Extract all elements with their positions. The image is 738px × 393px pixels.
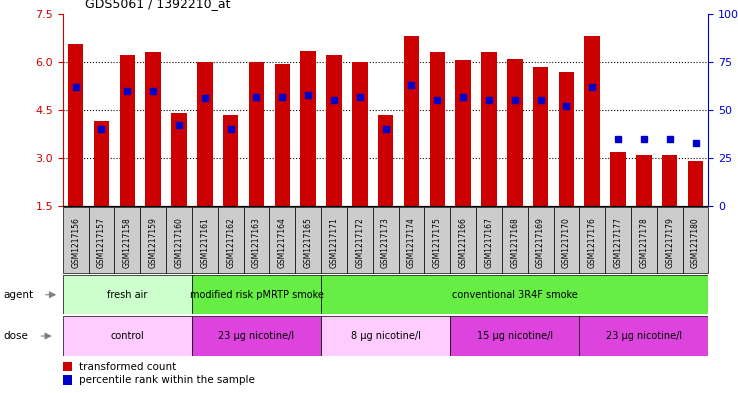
Bar <box>192 275 321 314</box>
Bar <box>89 207 114 273</box>
Text: GSM1217158: GSM1217158 <box>123 217 132 268</box>
Text: GSM1217157: GSM1217157 <box>97 217 106 268</box>
Text: GDS5061 / 1392210_at: GDS5061 / 1392210_at <box>85 0 230 10</box>
Text: GSM1217168: GSM1217168 <box>510 217 520 268</box>
Bar <box>610 152 626 206</box>
Text: GSM1217175: GSM1217175 <box>432 217 442 268</box>
Bar <box>63 375 72 385</box>
Text: GSM1217170: GSM1217170 <box>562 217 571 268</box>
Bar <box>657 207 683 273</box>
Bar <box>579 207 605 273</box>
Text: transformed count: transformed count <box>79 362 176 372</box>
Bar <box>94 121 109 206</box>
Text: GSM1217176: GSM1217176 <box>587 217 597 268</box>
Text: GSM1217156: GSM1217156 <box>71 217 80 268</box>
Bar <box>373 207 399 273</box>
Bar <box>269 207 295 273</box>
Bar <box>275 64 290 206</box>
Text: modified risk pMRTP smoke: modified risk pMRTP smoke <box>190 290 323 300</box>
Bar <box>244 207 269 273</box>
Bar <box>559 72 574 206</box>
Bar <box>295 207 321 273</box>
Bar <box>688 162 703 206</box>
Bar <box>399 207 424 273</box>
Text: GSM1217167: GSM1217167 <box>484 217 494 268</box>
Bar <box>378 115 393 206</box>
Bar <box>455 60 471 206</box>
Text: GSM1217166: GSM1217166 <box>458 217 468 268</box>
Text: GSM1217169: GSM1217169 <box>536 217 545 268</box>
Bar <box>631 207 657 273</box>
Text: GSM1217172: GSM1217172 <box>355 217 365 268</box>
Text: GSM1217163: GSM1217163 <box>252 217 261 268</box>
Text: GSM1217173: GSM1217173 <box>381 217 390 268</box>
Bar <box>321 275 708 314</box>
Bar <box>218 207 244 273</box>
Bar <box>533 67 548 206</box>
Bar <box>579 316 708 356</box>
Bar <box>424 207 450 273</box>
Bar <box>192 207 218 273</box>
Bar <box>300 51 316 206</box>
Bar <box>584 36 600 206</box>
Text: control: control <box>111 331 144 341</box>
Bar <box>507 59 523 206</box>
Text: GSM1217180: GSM1217180 <box>691 217 700 268</box>
Text: percentile rank within the sample: percentile rank within the sample <box>79 375 255 386</box>
Bar <box>68 44 83 206</box>
Bar <box>63 207 89 273</box>
Bar <box>450 207 476 273</box>
Bar <box>171 113 187 206</box>
Text: GSM1217164: GSM1217164 <box>277 217 287 268</box>
Text: 15 μg nicotine/l: 15 μg nicotine/l <box>477 331 553 341</box>
Text: 8 μg nicotine/l: 8 μg nicotine/l <box>351 331 421 341</box>
Bar <box>662 155 677 206</box>
Bar <box>430 52 445 206</box>
Text: GSM1217165: GSM1217165 <box>303 217 313 268</box>
Bar <box>352 62 368 206</box>
Text: 23 μg nicotine/l: 23 μg nicotine/l <box>218 331 294 341</box>
Text: fresh air: fresh air <box>107 290 148 300</box>
Text: GSM1217161: GSM1217161 <box>200 217 210 268</box>
Bar <box>321 207 347 273</box>
Bar <box>481 52 497 206</box>
Bar <box>554 207 579 273</box>
Text: conventional 3R4F smoke: conventional 3R4F smoke <box>452 290 578 300</box>
Bar <box>63 275 192 314</box>
Bar <box>140 207 166 273</box>
Bar <box>145 52 161 206</box>
Bar <box>63 362 72 371</box>
Bar <box>636 155 652 206</box>
Bar <box>197 62 213 206</box>
Text: GSM1217160: GSM1217160 <box>174 217 184 268</box>
Text: agent: agent <box>4 290 34 300</box>
Bar <box>223 115 238 206</box>
Bar <box>321 316 450 356</box>
Text: GSM1217178: GSM1217178 <box>639 217 649 268</box>
Text: GSM1217162: GSM1217162 <box>226 217 235 268</box>
Bar <box>683 207 708 273</box>
Text: dose: dose <box>4 331 29 341</box>
Bar <box>502 207 528 273</box>
Bar <box>192 316 321 356</box>
Bar <box>404 36 419 206</box>
Bar <box>114 207 140 273</box>
Bar <box>326 55 342 206</box>
Text: GSM1217171: GSM1217171 <box>329 217 339 268</box>
Bar <box>63 316 192 356</box>
Bar <box>476 207 502 273</box>
Bar <box>605 207 631 273</box>
Bar <box>120 55 135 206</box>
Bar <box>249 62 264 206</box>
Bar <box>166 207 192 273</box>
Text: GSM1217159: GSM1217159 <box>148 217 158 268</box>
Bar <box>347 207 373 273</box>
Bar <box>528 207 554 273</box>
Text: GSM1217177: GSM1217177 <box>613 217 623 268</box>
Bar <box>450 316 579 356</box>
Text: GSM1217179: GSM1217179 <box>665 217 675 268</box>
Text: 23 μg nicotine/l: 23 μg nicotine/l <box>606 331 682 341</box>
Text: GSM1217174: GSM1217174 <box>407 217 416 268</box>
